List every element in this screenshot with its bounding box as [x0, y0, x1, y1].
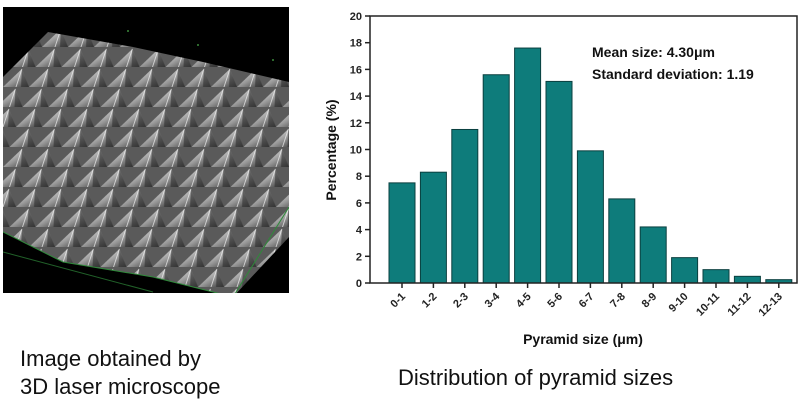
x-tick-label: 8-9 [640, 291, 660, 311]
bar-10-11 [702, 269, 730, 284]
x-axis-title: Pyramid size (μm) [523, 331, 643, 347]
y-tick-label: 6 [356, 198, 362, 210]
microscope-caption: Image obtained by 3D laser microscope [20, 345, 221, 401]
x-tick-label: 3-4 [483, 290, 503, 310]
y-tick-label: 2 [356, 251, 362, 263]
y-tick-label: 14 [350, 91, 363, 103]
bar-9-10 [671, 257, 699, 284]
microscope-image [3, 7, 289, 293]
microscope-caption-line1: Image obtained by [20, 346, 202, 371]
bar-7-8 [608, 198, 636, 284]
x-tick-label: 2-3 [451, 291, 471, 311]
bar-8-9 [639, 226, 667, 284]
mean-size-annotation: Mean size: 4.30μm [592, 44, 715, 60]
bar-0-1 [388, 182, 416, 284]
bar-11-12 [733, 275, 761, 284]
y-axis-title: Percentage (%) [323, 99, 339, 200]
x-tick-label: 5-6 [545, 291, 565, 311]
y-tick-label: 16 [350, 64, 362, 76]
y-tick-label: 18 [350, 38, 362, 50]
chart-caption: Distribution of pyramid sizes [398, 365, 674, 390]
bar-3-4 [482, 74, 510, 284]
bar-6-7 [576, 150, 604, 284]
x-tick-label: 11-12 [726, 291, 754, 319]
pyramid-surface-graphic [3, 7, 289, 293]
y-tick-label: 4 [356, 225, 363, 237]
x-tick-label: 7-8 [608, 291, 628, 311]
x-tick-label: 0-1 [388, 291, 408, 311]
y-tick-label: 10 [350, 145, 362, 157]
x-tick-label: 1-2 [420, 291, 440, 311]
x-tick-label: 6-7 [577, 291, 597, 311]
y-axis-ticks: 0 2 4 6 8 10 12 14 16 18 20 [350, 11, 370, 290]
std-deviation-annotation: Standard deviation: 1.19 [592, 66, 754, 82]
bar-2-3 [451, 128, 479, 284]
x-tick-label: 9-10 [667, 291, 691, 315]
y-tick-label: 20 [350, 11, 362, 23]
x-tick-label: 12-13 [757, 291, 785, 319]
plot-frame [369, 15, 798, 284]
y-tick-label: 0 [356, 278, 362, 290]
pyramid-size-histogram: 0 2 4 6 8 10 12 14 16 18 20 0-1 1-2 2-3 3-4 4-5 5-6 6-7 7… [323, 11, 798, 347]
x-axis-ticks: 0-1 1-2 2-3 3-4 4-5 5-6 6-7 7-8 8-9 9-10 10-11 11-1… [388, 283, 785, 319]
x-tick-label: 4-5 [514, 291, 534, 311]
bar-5-6 [545, 80, 573, 284]
y-tick-label: 12 [350, 118, 362, 130]
bar-4-5 [514, 47, 542, 284]
x-tick-label: 10-11 [694, 291, 722, 319]
microscope-caption-line2: 3D laser microscope [20, 374, 221, 399]
bar-1-2 [419, 171, 447, 284]
y-tick-label: 8 [356, 171, 362, 183]
bar-series [388, 47, 793, 284]
